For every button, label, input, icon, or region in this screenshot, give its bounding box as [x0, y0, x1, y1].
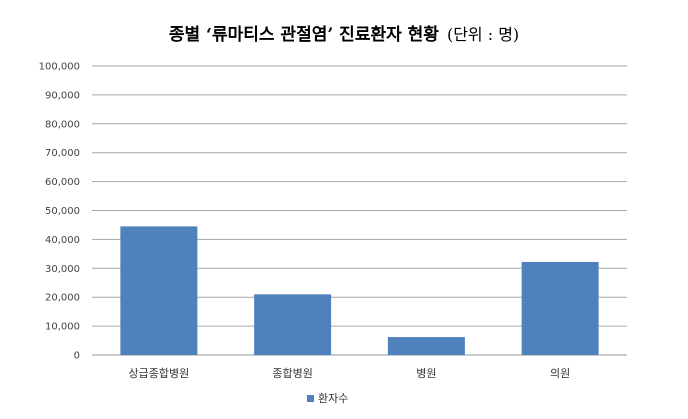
y-tick-label: 30,000: [45, 264, 80, 275]
y-tick-label: 10,000: [45, 322, 80, 333]
x-tick-label: 의원: [550, 367, 570, 380]
x-tick-label: 상급종합병원: [129, 367, 190, 380]
y-tick-label: 0: [74, 351, 80, 362]
y-tick-label: 80,000: [45, 119, 80, 130]
unit-note: (단위 : 명): [446, 25, 520, 44]
y-tick-label: 50,000: [45, 206, 80, 217]
bar: [387, 337, 465, 355]
bar: [521, 261, 599, 355]
y-tick-label: 100,000: [39, 62, 80, 73]
x-tick-label: 병원: [416, 367, 436, 380]
chart-title: 종별 ‘류마티스 관절염’ 진료환자 현황: [168, 25, 439, 45]
chart-title-block: 종별 ‘류마티스 관절염’ 진료환자 현황 (단위 : 명): [0, 20, 688, 45]
y-tick-label: 60,000: [45, 177, 80, 188]
x-tick-label: 종합병원: [272, 367, 312, 380]
y-tick-label: 20,000: [45, 293, 80, 304]
legend-swatch: [307, 395, 314, 402]
bar: [254, 294, 332, 355]
legend-label: 환자수: [318, 392, 348, 405]
y-tick-label: 70,000: [45, 148, 80, 159]
bar: [120, 226, 198, 355]
y-tick-label: 90,000: [45, 90, 80, 101]
y-tick-label: 40,000: [45, 235, 80, 246]
